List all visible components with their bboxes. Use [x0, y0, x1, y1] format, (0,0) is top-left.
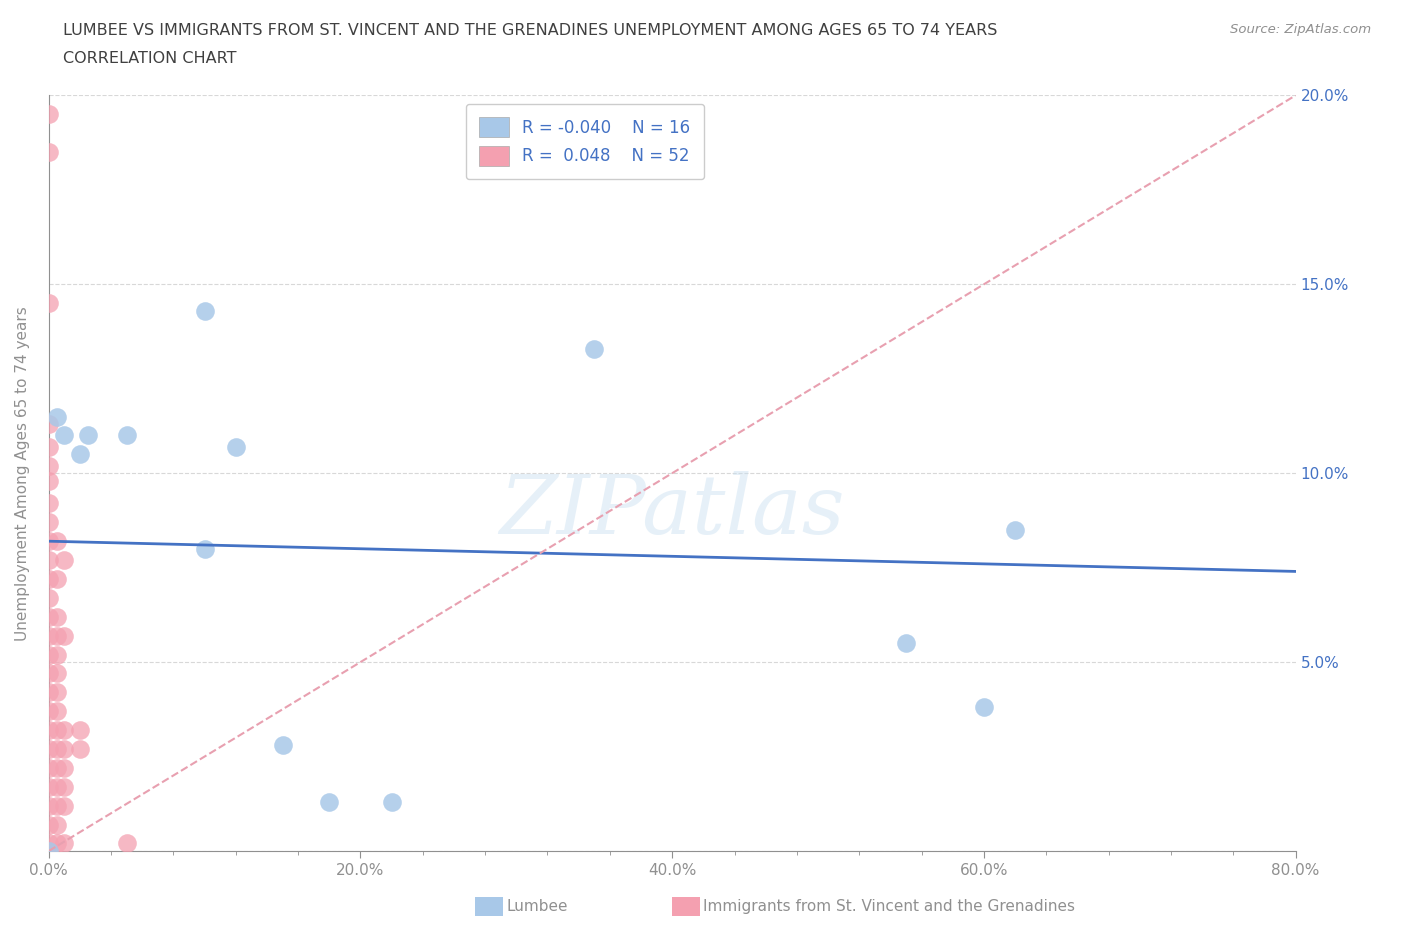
- Text: ZIPatlas: ZIPatlas: [499, 471, 845, 551]
- Point: [894, 636, 917, 651]
- Point: [38, 417, 60, 432]
- Point: [38, 572, 60, 587]
- Text: Source: ZipAtlas.com: Source: ZipAtlas.com: [1230, 23, 1371, 36]
- Point: [38, 534, 60, 549]
- Point: [38, 145, 60, 160]
- Point: [115, 428, 138, 443]
- Point: [38, 515, 60, 530]
- Point: [53, 836, 76, 851]
- Point: [194, 303, 217, 318]
- Point: [38, 761, 60, 776]
- Point: [45, 798, 67, 813]
- Point: [318, 794, 340, 809]
- Point: [38, 591, 60, 605]
- Point: [45, 704, 67, 719]
- Point: [45, 836, 67, 851]
- Point: [38, 741, 60, 756]
- Point: [38, 296, 60, 311]
- Point: [38, 628, 60, 643]
- Point: [38, 107, 60, 122]
- Point: [69, 741, 91, 756]
- Point: [45, 761, 67, 776]
- Point: [38, 723, 60, 737]
- Point: [38, 552, 60, 567]
- Point: [381, 794, 404, 809]
- Point: [271, 737, 294, 752]
- Point: [69, 723, 91, 737]
- Point: [53, 428, 76, 443]
- Point: [38, 779, 60, 794]
- Point: [38, 496, 60, 511]
- Point: [53, 628, 76, 643]
- Point: [45, 572, 67, 587]
- Point: [38, 439, 60, 454]
- Point: [45, 409, 67, 424]
- Point: [45, 628, 67, 643]
- Y-axis label: Unemployment Among Ages 65 to 74 years: Unemployment Among Ages 65 to 74 years: [15, 306, 30, 641]
- Point: [45, 647, 67, 662]
- Bar: [475, 897, 503, 916]
- Text: LUMBEE VS IMMIGRANTS FROM ST. VINCENT AND THE GRENADINES UNEMPLOYMENT AMONG AGES: LUMBEE VS IMMIGRANTS FROM ST. VINCENT AN…: [63, 23, 998, 38]
- Point: [76, 428, 98, 443]
- Point: [45, 609, 67, 624]
- Point: [53, 798, 76, 813]
- Point: [45, 817, 67, 832]
- Point: [38, 844, 60, 858]
- Point: [45, 534, 67, 549]
- Point: [45, 723, 67, 737]
- Point: [583, 341, 606, 356]
- Point: [38, 666, 60, 681]
- Point: [53, 552, 76, 567]
- Point: [38, 817, 60, 832]
- Point: [115, 836, 138, 851]
- Point: [45, 666, 67, 681]
- Point: [53, 723, 76, 737]
- Point: [38, 473, 60, 488]
- Point: [53, 779, 76, 794]
- Bar: [672, 897, 700, 916]
- Point: [973, 700, 995, 715]
- Text: Lumbee: Lumbee: [506, 899, 568, 914]
- Point: [38, 798, 60, 813]
- Text: Immigrants from St. Vincent and the Grenadines: Immigrants from St. Vincent and the Gren…: [703, 899, 1076, 914]
- Point: [38, 836, 60, 851]
- Point: [45, 779, 67, 794]
- Legend: R = -0.040    N = 16, R =  0.048    N = 52: R = -0.040 N = 16, R = 0.048 N = 52: [465, 104, 704, 179]
- Point: [38, 684, 60, 699]
- Point: [38, 647, 60, 662]
- Point: [38, 458, 60, 473]
- Point: [53, 761, 76, 776]
- Point: [1004, 523, 1026, 538]
- Point: [225, 439, 247, 454]
- Point: [69, 447, 91, 462]
- Point: [45, 741, 67, 756]
- Point: [45, 684, 67, 699]
- Text: CORRELATION CHART: CORRELATION CHART: [63, 51, 236, 66]
- Point: [38, 609, 60, 624]
- Point: [38, 704, 60, 719]
- Point: [194, 541, 217, 556]
- Point: [53, 741, 76, 756]
